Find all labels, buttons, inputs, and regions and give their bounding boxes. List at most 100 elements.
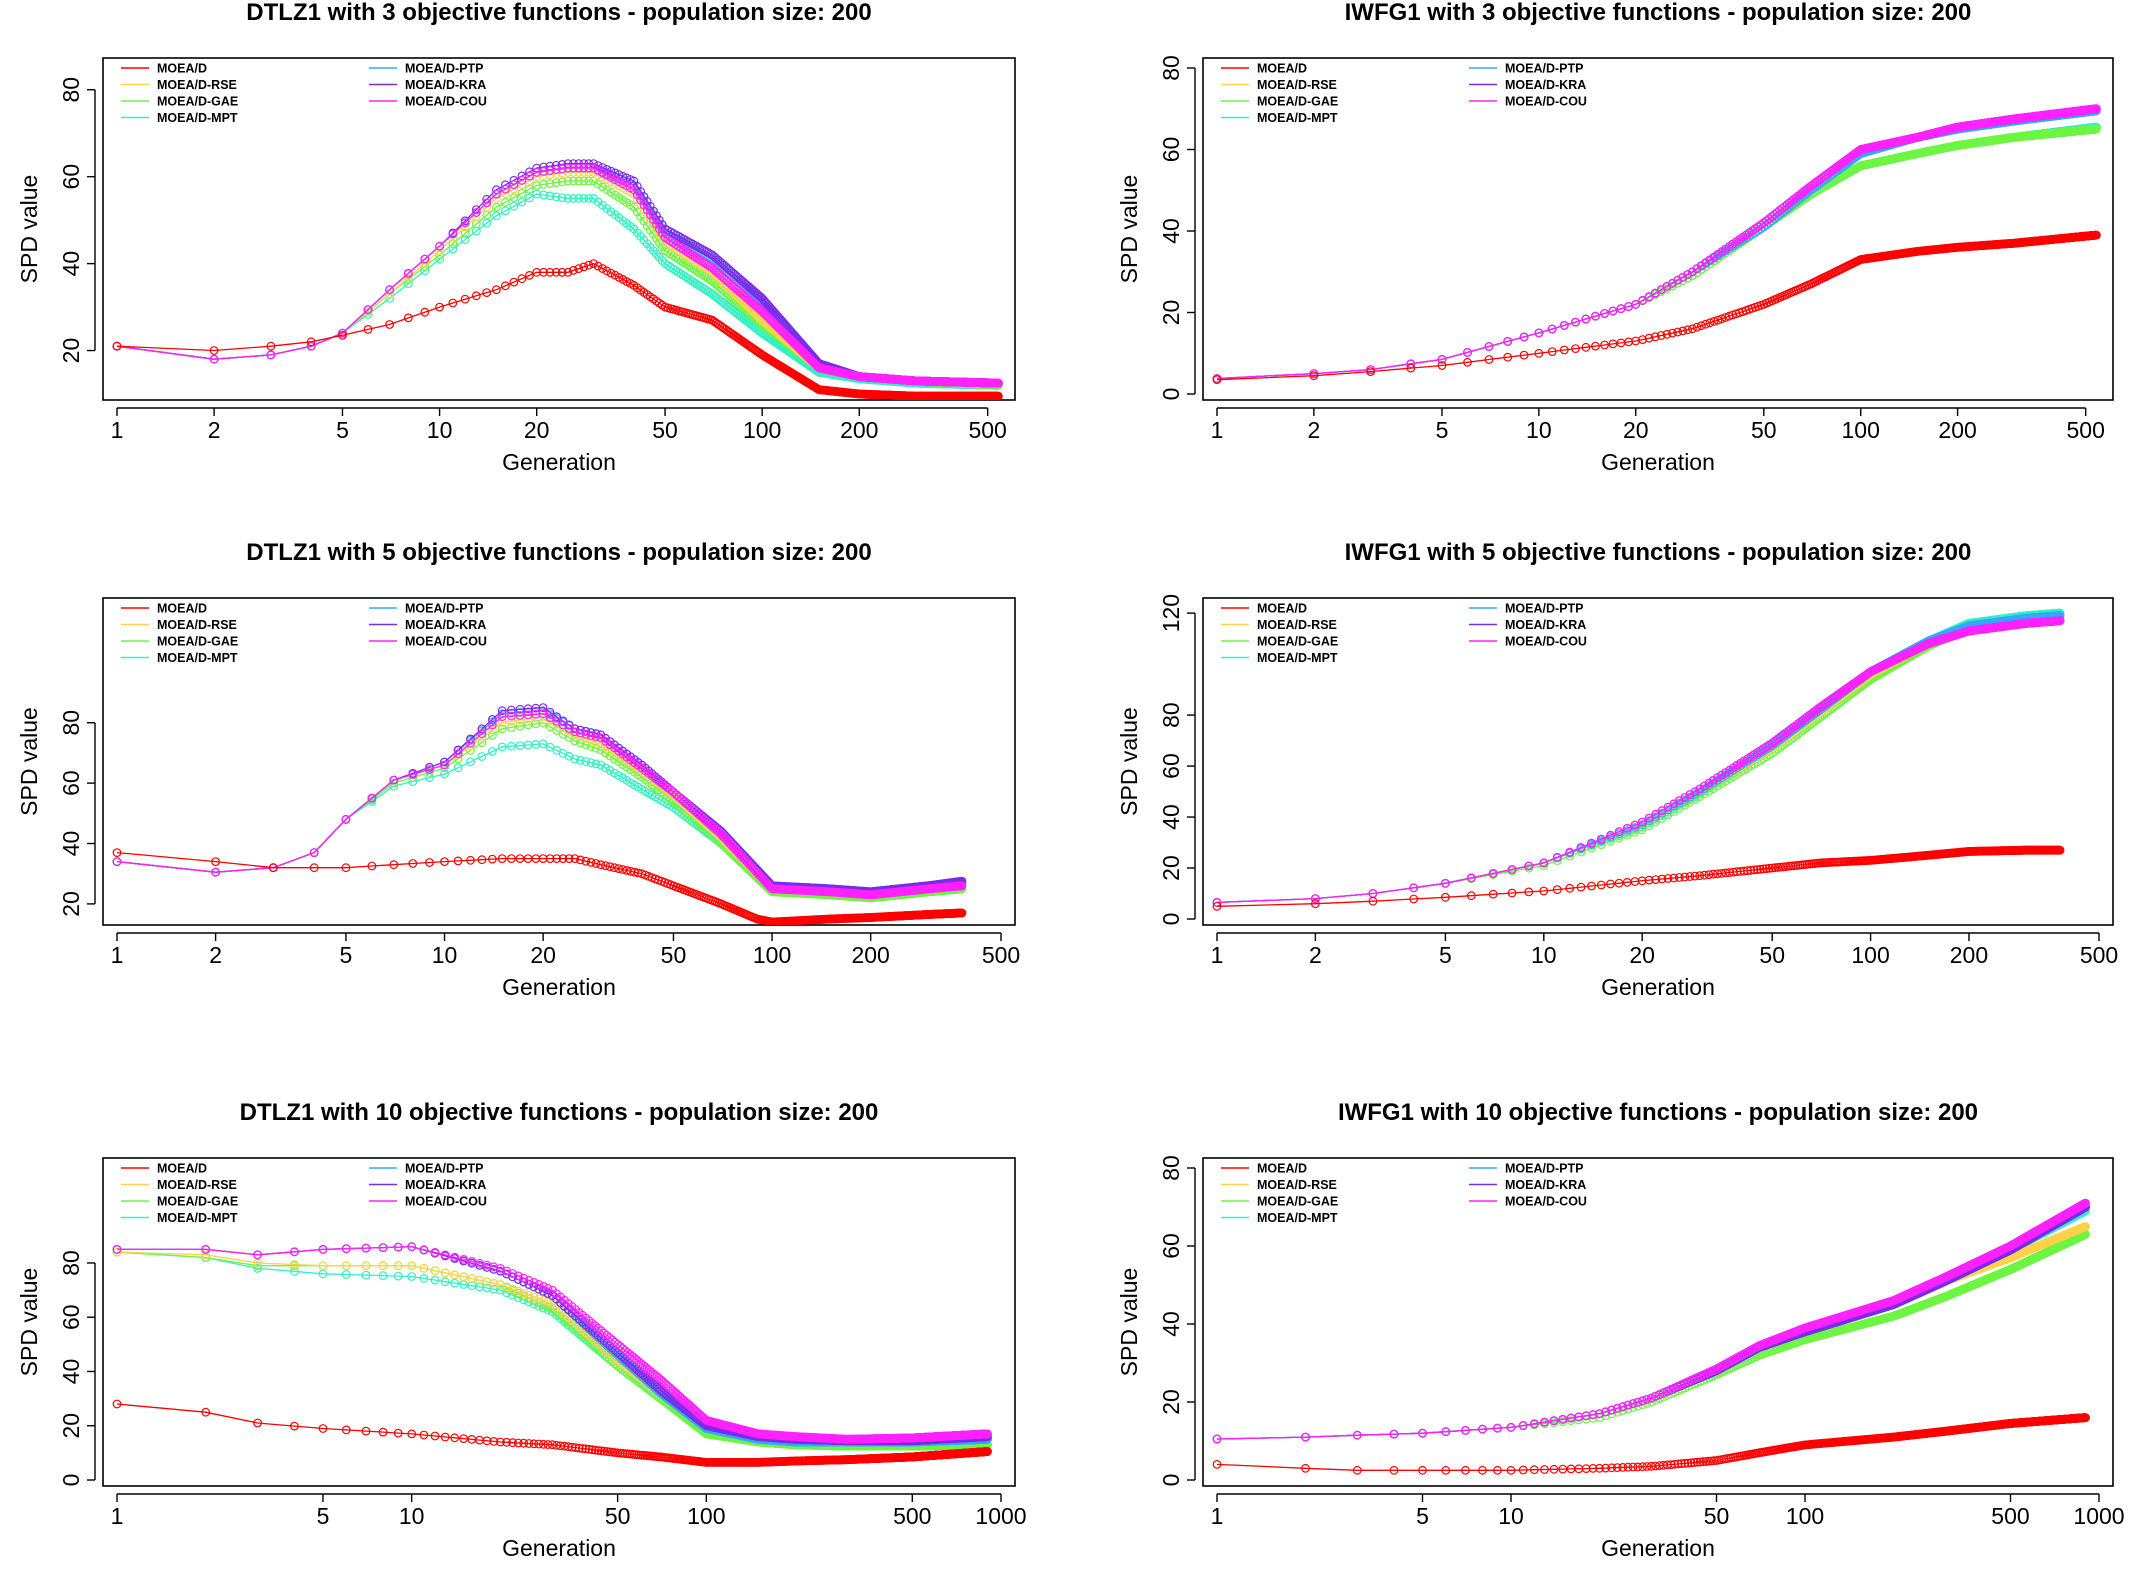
data-point bbox=[598, 264, 607, 273]
x-tick-label: 2 bbox=[208, 417, 221, 443]
data-point bbox=[598, 168, 607, 178]
data-point bbox=[645, 210, 655, 220]
data-point bbox=[695, 255, 704, 265]
legend-label: MOEA/D-RSE bbox=[157, 78, 237, 92]
plot-frame bbox=[102, 57, 1016, 401]
series-line bbox=[1216, 128, 2097, 380]
data-point bbox=[545, 267, 555, 277]
data-point bbox=[584, 163, 594, 173]
series-moea-d-gae bbox=[1212, 124, 2101, 383]
data-point bbox=[482, 288, 492, 298]
data-point bbox=[545, 166, 555, 175]
data-point bbox=[539, 179, 548, 189]
data-point bbox=[688, 277, 698, 287]
data-point bbox=[557, 177, 567, 187]
data-point bbox=[448, 298, 458, 308]
series-moea-d-rse bbox=[112, 167, 1003, 388]
data-point bbox=[686, 275, 695, 285]
data-point bbox=[551, 165, 561, 175]
data-point bbox=[509, 277, 519, 287]
data-point bbox=[539, 166, 548, 176]
data-point bbox=[686, 249, 695, 259]
data-point bbox=[363, 325, 373, 334]
data-point bbox=[492, 189, 501, 199]
data-point bbox=[557, 193, 567, 203]
data-point bbox=[525, 171, 534, 181]
data-point bbox=[420, 254, 430, 264]
data-point bbox=[579, 193, 589, 203]
data-point bbox=[994, 391, 1003, 400]
data-point bbox=[403, 269, 413, 278]
legend-label: MOEA/D-GAE bbox=[157, 95, 238, 109]
x-tick-label: 20 bbox=[524, 417, 550, 443]
data-point bbox=[532, 167, 542, 177]
data-point bbox=[112, 341, 122, 351]
data-point bbox=[652, 219, 661, 229]
data-point bbox=[532, 267, 542, 277]
data-point bbox=[448, 239, 458, 249]
data-point bbox=[517, 197, 527, 207]
data-point bbox=[435, 302, 445, 312]
data-point bbox=[551, 267, 561, 277]
data-point bbox=[460, 294, 470, 304]
data-point bbox=[492, 211, 501, 221]
data-point bbox=[545, 179, 555, 188]
chart-panel-1: DTLZ1 with 3 objective functions - popul… bbox=[16, 0, 1016, 475]
legend-label: MOEA/D-MPT bbox=[157, 111, 238, 125]
x-tick-label: 2 bbox=[1307, 417, 1320, 443]
legend: MOEA/D MOEA/D-RSE MOEA/D-GAE MOEA/D-MPT MOEA… bbox=[121, 62, 487, 125]
data-point bbox=[693, 280, 702, 289]
data-point bbox=[569, 176, 578, 186]
data-point bbox=[551, 192, 561, 202]
data-point bbox=[693, 242, 702, 252]
data-point bbox=[579, 163, 589, 173]
data-point bbox=[602, 170, 612, 180]
data-point bbox=[525, 184, 534, 194]
data-point bbox=[517, 175, 527, 185]
y-tick-label: 80 bbox=[58, 77, 84, 103]
data-point bbox=[690, 278, 700, 288]
data-point bbox=[690, 252, 700, 262]
data-point bbox=[602, 266, 612, 276]
data-point bbox=[545, 191, 555, 201]
y-tick-label: 0 bbox=[1158, 388, 1184, 401]
data-point bbox=[589, 259, 598, 269]
data-point bbox=[593, 261, 603, 271]
data-point bbox=[403, 313, 413, 323]
data-point bbox=[1673, 278, 1683, 288]
data-point bbox=[306, 337, 316, 347]
chart-title: IWFG1 with 3 objective functions - popul… bbox=[1345, 0, 1972, 26]
y-axis-label: SPD value bbox=[16, 175, 42, 284]
x-tick-label: 500 bbox=[2066, 417, 2104, 443]
data-point bbox=[435, 241, 445, 251]
legend-label: MOEA/D bbox=[157, 62, 207, 76]
data-point bbox=[460, 228, 470, 238]
data-point bbox=[579, 176, 589, 186]
data-point bbox=[509, 193, 519, 203]
data-point bbox=[525, 193, 534, 203]
data-point bbox=[606, 268, 616, 278]
data-point bbox=[574, 176, 584, 186]
data-point bbox=[579, 262, 589, 272]
legend-label: MOEA/D-PTP bbox=[405, 62, 483, 76]
y-tick-label: 40 bbox=[58, 251, 84, 277]
data-point bbox=[209, 354, 219, 364]
x-tick-label: 5 bbox=[336, 417, 349, 443]
data-point bbox=[642, 205, 652, 215]
x-tick-label: 10 bbox=[1526, 417, 1552, 443]
series-line bbox=[116, 171, 999, 384]
data-point bbox=[994, 378, 1003, 388]
data-point bbox=[363, 307, 373, 317]
x-axis-label: Generation bbox=[1601, 449, 1715, 475]
data-point bbox=[557, 164, 567, 174]
y-tick-label: 40 bbox=[1158, 218, 1184, 244]
data-point bbox=[2091, 124, 2101, 134]
data-point bbox=[584, 260, 594, 270]
x-tick-label: 100 bbox=[1842, 417, 1880, 443]
y-tick-label: 80 bbox=[1158, 55, 1184, 81]
chart-title: DTLZ1 with 3 objective functions - popul… bbox=[246, 0, 871, 26]
data-point bbox=[681, 246, 691, 256]
y-tick-label: 20 bbox=[58, 338, 84, 364]
data-point bbox=[482, 198, 492, 208]
data-point bbox=[563, 267, 573, 277]
